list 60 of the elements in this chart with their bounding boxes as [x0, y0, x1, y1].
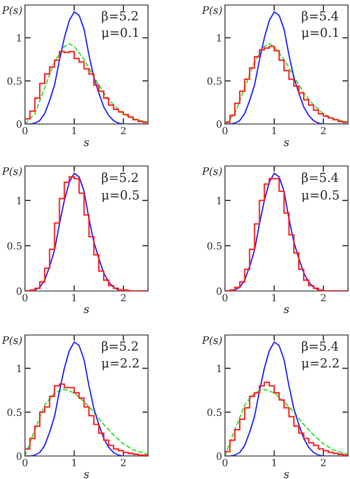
y-tick-label: 0.5	[7, 77, 22, 85]
y-tick-label: 0.5	[207, 408, 222, 416]
y-axis-title: P(s)	[202, 167, 222, 177]
y-tick-label: 0	[216, 120, 222, 128]
y-axis-title: P(s)	[2, 6, 22, 16]
annotation: μ=0.5	[302, 190, 339, 202]
x-tick-label: 1	[72, 126, 76, 134]
annotation: β=5.2	[102, 10, 138, 23]
y-tick-label: 0.5	[207, 242, 222, 250]
y-tick-label: 0	[16, 287, 22, 295]
y-axis-title: P(s)	[202, 336, 222, 346]
x-axis-title: s	[84, 140, 89, 146]
x-tick-label: 0	[22, 458, 28, 466]
annotation: β=5.4	[302, 341, 338, 354]
annotation: μ=0.5	[102, 190, 139, 202]
x-tick-label: 2	[320, 294, 326, 302]
y-tick-label: 0.5	[7, 242, 22, 250]
x-tick-label: 1	[72, 458, 76, 466]
x-axis-title: s	[284, 472, 289, 478]
annotation: μ=2.2	[102, 358, 139, 370]
x-tick-label: 0	[222, 126, 228, 134]
annotation: μ=2.2	[302, 358, 339, 370]
x-tick-label: 2	[120, 458, 126, 466]
y-tick-label: 0.5	[7, 408, 22, 416]
y-tick-label: 1	[17, 196, 21, 204]
x-tick-label: 0	[222, 294, 228, 302]
y-tick-label: 0	[16, 452, 22, 460]
y-tick-label: 0	[16, 120, 22, 128]
y-tick-label: 0	[216, 452, 222, 460]
x-tick-label: 0	[22, 126, 28, 134]
x-tick-label: 0	[222, 458, 228, 466]
annotation: μ=0.1	[102, 28, 138, 40]
y-tick-label: 1	[217, 196, 221, 204]
annotation: β=5.2	[102, 172, 138, 185]
x-tick-label: 0	[22, 294, 28, 302]
annotation: β=5.2	[102, 341, 138, 354]
x-axis-title: s	[84, 307, 89, 314]
x-tick-label: 2	[120, 126, 126, 134]
annotation: β=5.4	[302, 10, 338, 23]
y-tick-label: 0.5	[207, 77, 222, 85]
y-tick-label: 0	[216, 287, 222, 295]
x-tick-label: 1	[272, 294, 276, 302]
x-tick-label: 2	[320, 126, 326, 134]
y-tick-label: 1	[17, 364, 21, 372]
y-tick-label: 1	[17, 34, 21, 42]
x-axis-title: s	[84, 472, 89, 478]
x-tick-label: 1	[272, 458, 276, 466]
x-axis-title: s	[284, 140, 289, 146]
y-axis-title: P(s)	[2, 167, 22, 177]
x-tick-label: 2	[320, 458, 326, 466]
x-tick-label: 1	[272, 126, 276, 134]
y-tick-label: 1	[217, 34, 221, 42]
y-axis-title: P(s)	[2, 336, 22, 346]
y-axis-title: P(s)	[202, 6, 222, 16]
annotation: μ=0.1	[302, 28, 338, 40]
x-tick-label: 1	[72, 294, 76, 302]
x-tick-label: 2	[120, 294, 126, 302]
annotation: β=5.4	[302, 172, 338, 185]
y-tick-label: 1	[217, 364, 221, 372]
x-axis-title: s	[284, 307, 289, 314]
